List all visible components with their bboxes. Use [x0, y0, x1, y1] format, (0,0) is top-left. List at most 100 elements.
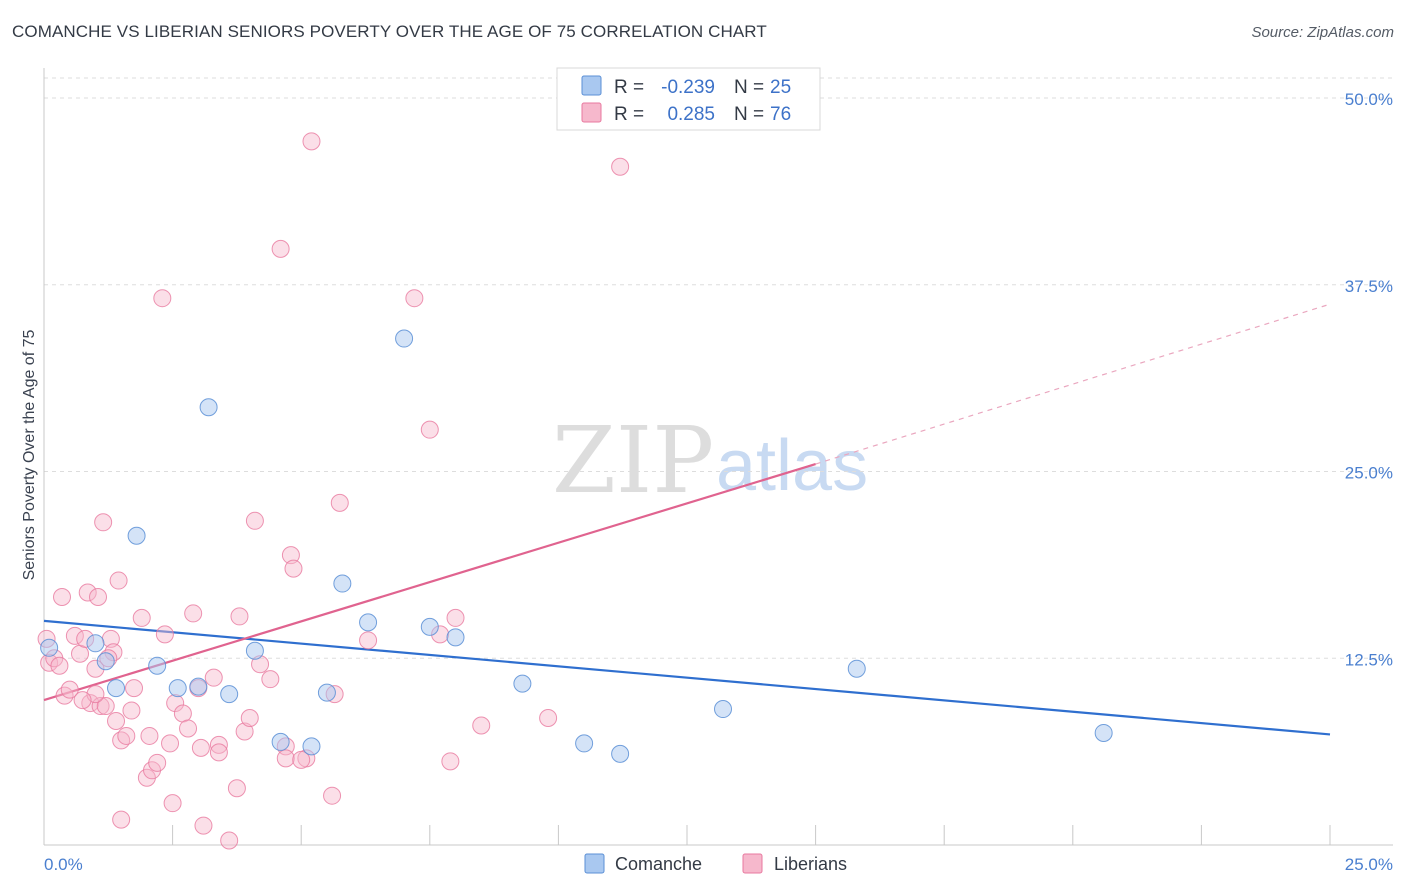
point-liberians-68 [611, 157, 630, 176]
point-liberians-67 [539, 709, 558, 728]
legend-stats: R = -0.239 N = 25 R = 0.285 N = 76 [556, 67, 821, 131]
point-liberians-16 [96, 697, 115, 716]
point-comanche-1 [86, 634, 105, 653]
source-label: Source: ZipAtlas.com [1251, 24, 1394, 41]
point-liberians-51 [271, 239, 290, 258]
point-liberians-35 [173, 704, 192, 723]
legend-n-label-liberians: N = [734, 104, 764, 125]
legend-bottom-swatch-liberians [742, 853, 763, 874]
point-comanche-23 [189, 677, 208, 696]
point-liberians-14 [91, 697, 110, 716]
point-comanche-14 [395, 329, 414, 348]
y-tick-label-3: 50.0% [1345, 90, 1393, 109]
chart-title: COMANCHE VS LIBERIAN SENIORS POVERTY OVE… [12, 22, 767, 41]
y-axis-label: Seniors Poverty Over the Age of 75 [21, 330, 38, 581]
point-liberians-48 [245, 511, 264, 530]
point-liberians-19 [107, 711, 126, 730]
point-liberians-50 [261, 670, 280, 689]
point-liberians-24 [125, 679, 144, 698]
point-liberians-47 [240, 709, 259, 728]
point-liberians-4 [53, 587, 72, 606]
x-tick-label-max: 25.0% [1345, 855, 1393, 874]
point-liberians-20 [109, 571, 128, 590]
point-liberians-44 [227, 779, 246, 798]
point-liberians-59 [330, 493, 349, 512]
point-liberians-37 [184, 604, 203, 623]
trendline-liberians [43, 462, 816, 702]
point-liberians-66 [472, 716, 491, 735]
point-comanche-15 [420, 617, 439, 636]
point-liberians-5 [55, 686, 74, 705]
point-liberians-41 [204, 668, 223, 687]
point-liberians-69 [112, 810, 131, 829]
point-liberians-64 [441, 752, 460, 771]
y-tick-label-2: 37.5% [1345, 277, 1393, 296]
point-liberians-27 [140, 726, 159, 745]
legend-r-value-liberians: 0.285 [667, 104, 715, 125]
point-liberians-42 [209, 735, 228, 754]
point-comanche-9 [271, 732, 290, 751]
point-liberians-62 [420, 420, 439, 439]
point-liberians-25 [132, 608, 151, 627]
point-liberians-10 [78, 583, 97, 602]
point-comanche-7 [220, 685, 239, 704]
legend-r-label-liberians: R = [614, 104, 644, 125]
point-comanche-6 [199, 398, 218, 417]
legend-bottom-label-comanche: Comanche [615, 854, 702, 874]
y-tick-labels: 12.5% 25.0% 37.5% 50.0% [1345, 90, 1393, 669]
point-liberians-45 [230, 607, 249, 626]
point-comanche-21 [847, 659, 866, 678]
point-liberians-6 [60, 680, 79, 699]
point-liberians-46 [235, 722, 254, 741]
legend-n-value-liberians: 76 [770, 104, 791, 125]
point-liberians-75 [209, 743, 228, 762]
axes [43, 68, 1393, 846]
legend-bottom-label-liberians: Liberians [774, 854, 847, 874]
watermark: ZIP atlas [552, 407, 868, 514]
point-comanche-5 [168, 679, 187, 698]
point-liberians-65 [446, 608, 465, 627]
legend-r-value-comanche: -0.239 [661, 77, 715, 98]
point-comanche-12 [333, 574, 352, 593]
y-tick-label-1: 25.0% [1345, 464, 1393, 483]
point-comanche-22 [1094, 723, 1113, 742]
point-liberians-71 [73, 691, 92, 710]
point-comanche-10 [302, 737, 321, 756]
point-comanche-3 [127, 526, 146, 545]
point-comanche-16 [446, 628, 465, 647]
point-liberians-29 [148, 753, 167, 772]
point-comanche-18 [575, 734, 594, 753]
point-liberians-73 [276, 749, 295, 768]
trendlines [43, 303, 1331, 736]
point-liberians-30 [153, 289, 172, 308]
point-liberians-13 [89, 587, 108, 606]
point-liberians-15 [94, 513, 113, 532]
gridlines [44, 77, 1393, 659]
point-liberians-56 [302, 132, 321, 151]
legend-n-value-comanche: 25 [770, 77, 791, 98]
watermark-atlas: atlas [716, 426, 868, 506]
point-comanche-19 [611, 744, 630, 763]
point-liberians-8 [71, 644, 90, 663]
legend-series: Comanche Liberians [584, 853, 847, 874]
legend-swatch-liberians [581, 102, 602, 123]
x-tick-labels: 0.0% 25.0% [44, 855, 1393, 874]
point-liberians-39 [191, 738, 210, 757]
trendline-comanche [43, 619, 1331, 736]
point-comanche-13 [359, 613, 378, 632]
point-liberians-33 [163, 794, 182, 813]
point-liberians-61 [405, 289, 424, 308]
legend-swatch-comanche [581, 75, 602, 96]
watermark-zip: ZIP [552, 407, 714, 514]
trendline-liberians-extension [815, 303, 1331, 465]
legend-r-label-comanche: R = [614, 77, 644, 98]
point-comanche-2 [107, 679, 126, 698]
x-tick-label-min: 0.0% [44, 855, 83, 874]
point-comanche-24 [96, 652, 115, 671]
point-comanche-0 [40, 638, 59, 657]
point-liberians-32 [161, 734, 180, 753]
legend-n-label-comanche: N = [734, 77, 764, 98]
point-liberians-53 [281, 546, 300, 565]
point-comanche-20 [714, 700, 733, 719]
